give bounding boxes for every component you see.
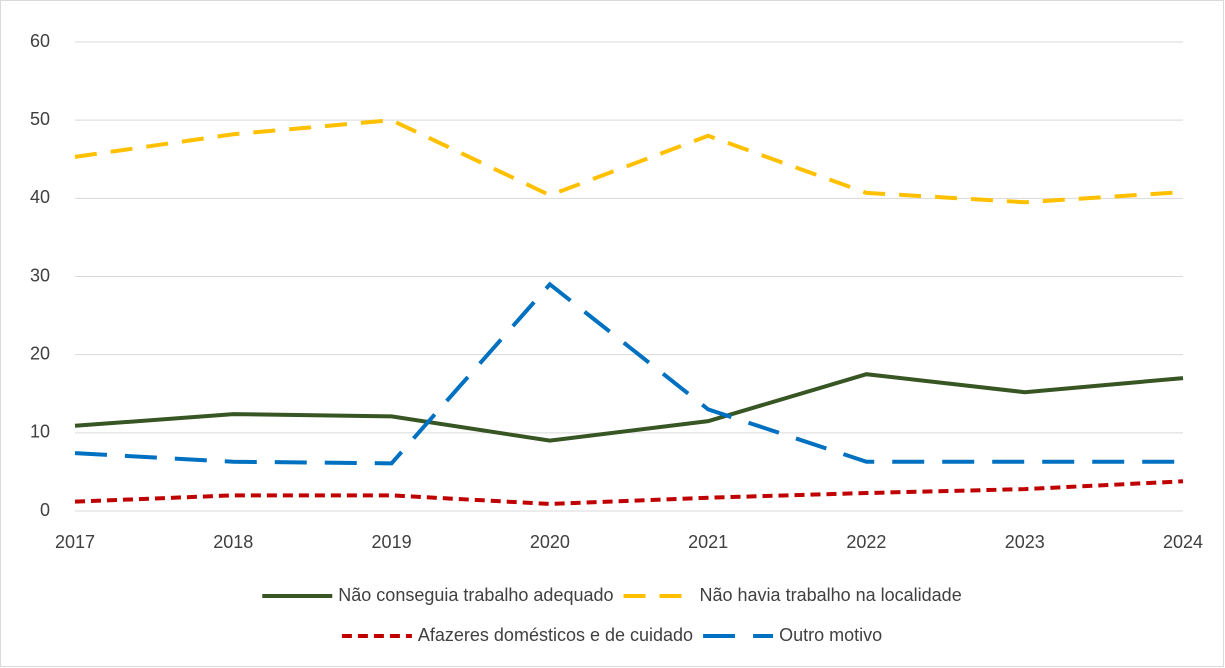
y-tick-label: 60 bbox=[30, 31, 50, 51]
legend-label: Não havia trabalho na localidade bbox=[700, 585, 962, 605]
y-tick-label: 10 bbox=[30, 422, 50, 442]
x-tick-label: 2020 bbox=[530, 532, 570, 552]
x-tick-label: 2017 bbox=[55, 532, 95, 552]
y-tick-label: 50 bbox=[30, 109, 50, 129]
x-tick-label: 2022 bbox=[846, 532, 886, 552]
series-line bbox=[74, 479, 1184, 506]
series-line bbox=[74, 281, 1183, 466]
x-tick-label: 2021 bbox=[688, 532, 728, 552]
y-tick-label: 30 bbox=[30, 265, 50, 285]
legend-label: Não conseguia trabalho adequado bbox=[338, 585, 613, 605]
x-tick-label: 2024 bbox=[1163, 532, 1203, 552]
y-tick-label: 20 bbox=[30, 343, 50, 363]
legend-label: Afazeres domésticos e de cuidado bbox=[418, 625, 693, 645]
series-line bbox=[74, 118, 1184, 205]
y-tick-label: 0 bbox=[40, 500, 50, 520]
x-tick-label: 2018 bbox=[213, 532, 253, 552]
x-tick-label: 2019 bbox=[372, 532, 412, 552]
y-tick-label: 40 bbox=[30, 187, 50, 207]
x-tick-label: 2023 bbox=[1005, 532, 1045, 552]
legend-label: Outro motivo bbox=[779, 625, 882, 645]
series-line bbox=[74, 372, 1184, 443]
